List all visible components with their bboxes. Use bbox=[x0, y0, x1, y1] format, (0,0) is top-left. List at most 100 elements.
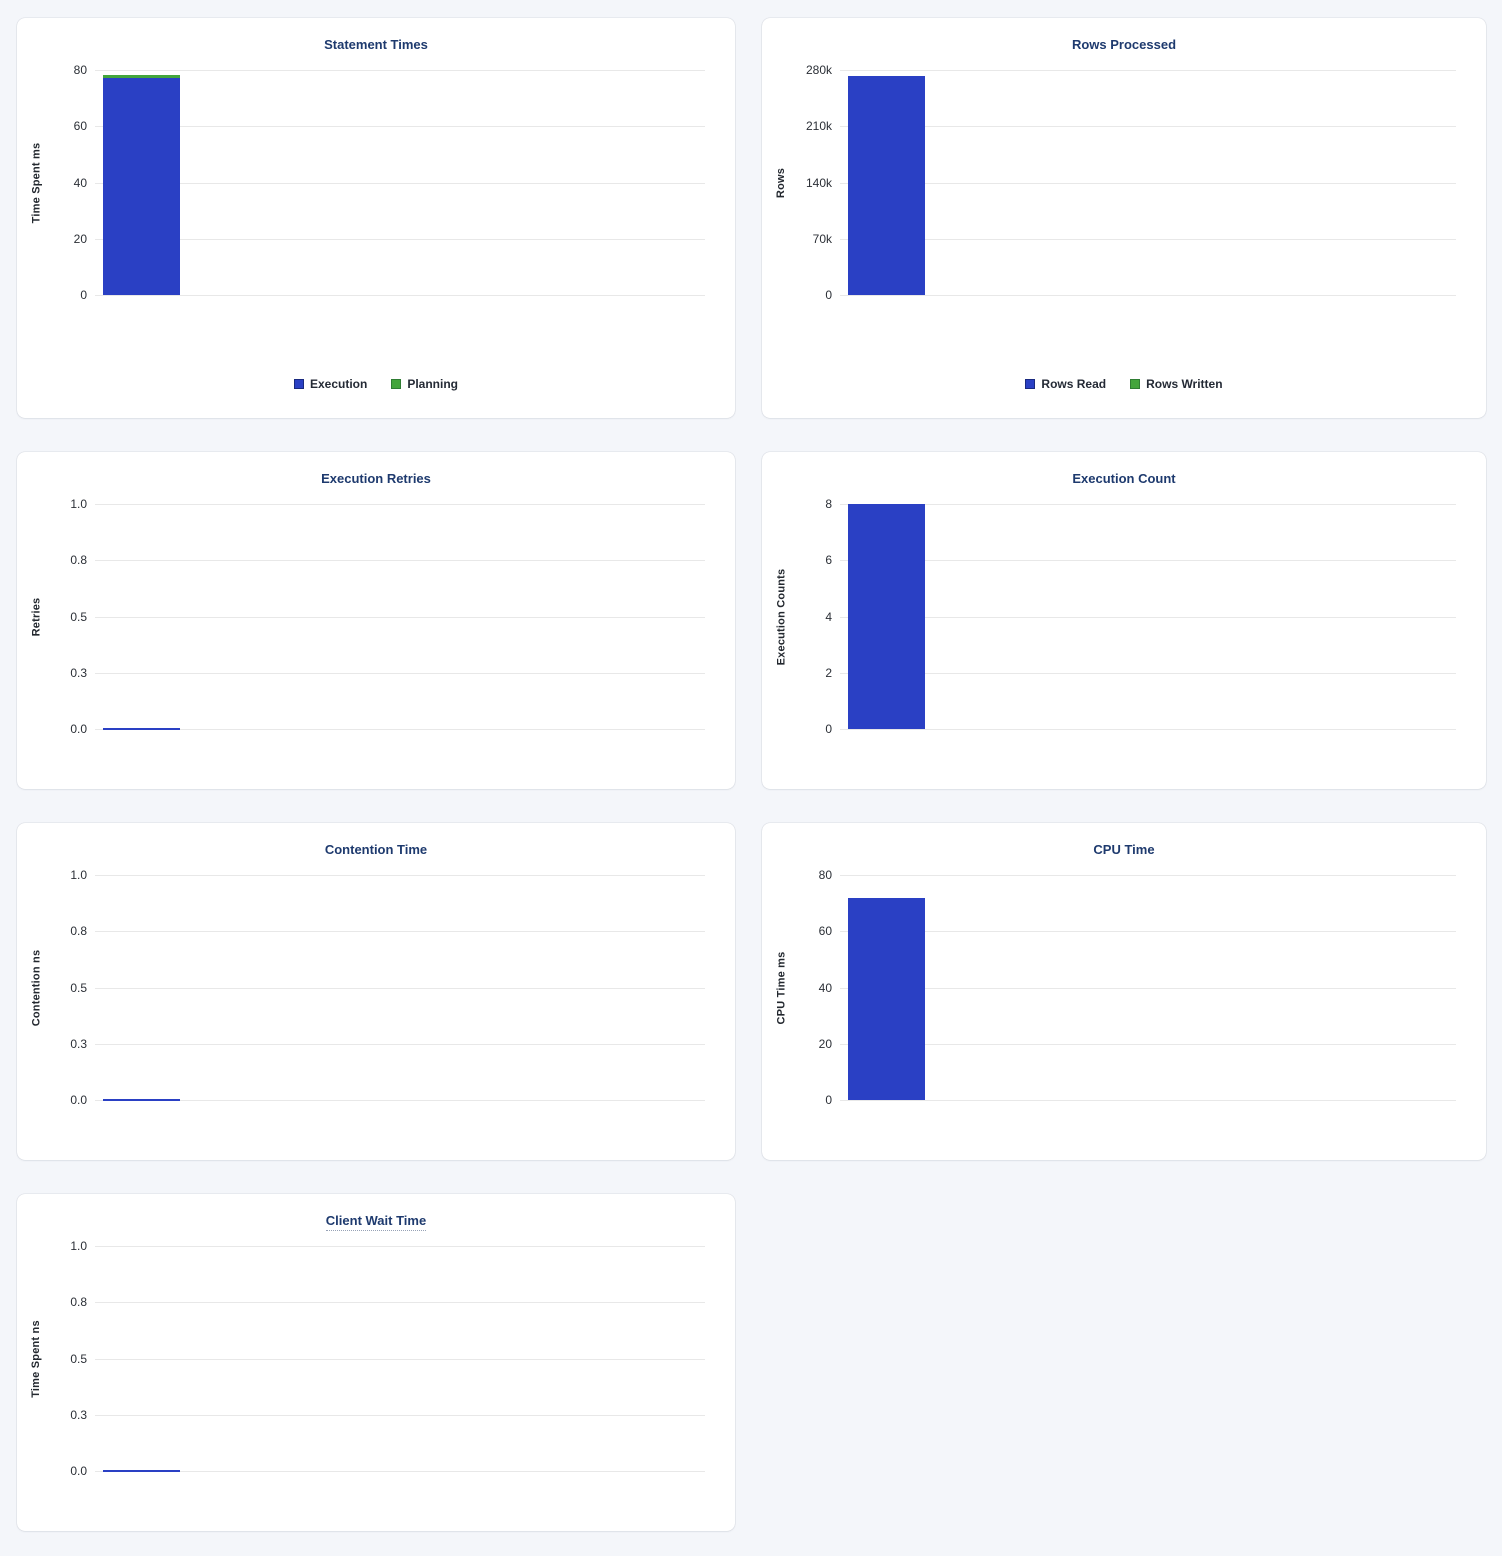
y-tick-label: 80 bbox=[73, 63, 87, 77]
y-tick-label: 4 bbox=[825, 609, 832, 624]
legend-item-planning[interactable]: Planning bbox=[391, 377, 458, 391]
gridline bbox=[840, 560, 1456, 562]
y-tick-label: 0.8 bbox=[70, 553, 87, 568]
gridline bbox=[840, 987, 1456, 989]
chart-title: Client Wait Time bbox=[17, 1213, 735, 1231]
y-tick-label: 1.0 bbox=[70, 868, 87, 882]
y-tick-label: 20 bbox=[818, 1036, 832, 1051]
gridline bbox=[95, 1414, 705, 1416]
legend-label-planning: Planning bbox=[407, 377, 459, 391]
gridline bbox=[95, 560, 705, 562]
gridline bbox=[840, 126, 1456, 128]
y-tick-label: 0 bbox=[825, 1093, 832, 1107]
gridline bbox=[95, 1043, 705, 1045]
plot-area: 0.0 0.3 0.5 0.8 1.0 bbox=[70, 868, 705, 1107]
y-tick-label: 2 bbox=[825, 665, 832, 680]
chart-legend: Execution Planning bbox=[17, 377, 735, 391]
gridline bbox=[95, 875, 705, 876]
gridline bbox=[95, 1100, 705, 1101]
y-axis-label-text: Execution Counts bbox=[775, 568, 787, 665]
chart-title: Contention Time bbox=[17, 842, 735, 858]
gridline bbox=[840, 1100, 1456, 1101]
bar-planning bbox=[103, 75, 180, 79]
gridline bbox=[840, 238, 1456, 240]
gridline bbox=[95, 1302, 705, 1304]
gridline bbox=[95, 931, 705, 933]
gridline bbox=[95, 672, 705, 674]
plot-area: 0 20 40 60 80 bbox=[819, 868, 1456, 1107]
gridline bbox=[95, 1471, 705, 1472]
y-tick-label: 60 bbox=[818, 924, 832, 939]
gridline bbox=[95, 182, 705, 184]
gridline bbox=[95, 1246, 705, 1247]
chart-title: Execution Count bbox=[762, 471, 1486, 487]
chart-title-text: Contention Time bbox=[324, 842, 428, 857]
bar-client-wait-zero bbox=[103, 1470, 180, 1472]
y-tick-label: 0 bbox=[825, 288, 832, 302]
bar-group bbox=[848, 875, 925, 1100]
legend-swatch-rows-written bbox=[1130, 379, 1141, 389]
y-tick-label: 0.5 bbox=[70, 1351, 87, 1366]
y-tick-label: 0.5 bbox=[70, 609, 87, 624]
plot-area: 0 70k 140k 210k 280k bbox=[806, 63, 1456, 302]
y-tick-label: 280k bbox=[805, 63, 832, 77]
chart-title-text: Execution Count bbox=[1072, 471, 1176, 486]
bar-group bbox=[103, 70, 180, 295]
y-tick-label: 6 bbox=[825, 553, 832, 568]
gridline bbox=[95, 295, 705, 296]
y-tick-label: 0.0 bbox=[70, 1093, 87, 1107]
y-tick-label: 0.3 bbox=[70, 665, 87, 680]
y-axis-label: Execution Counts bbox=[770, 504, 792, 729]
chart-title: CPU Time bbox=[762, 842, 1486, 858]
chart-legend: Rows Read Rows Written bbox=[762, 377, 1486, 391]
y-tick-label: 70k bbox=[812, 231, 832, 246]
y-axis-label: CPU Time ms bbox=[770, 875, 792, 1100]
y-tick-label: 0.0 bbox=[70, 1464, 87, 1478]
y-tick-label: 0.3 bbox=[70, 1036, 87, 1051]
legend-item-rows-read[interactable]: Rows Read bbox=[1025, 377, 1106, 391]
bar-group bbox=[848, 70, 925, 295]
y-tick-label: 0.8 bbox=[70, 1295, 87, 1310]
y-tick-label: 40 bbox=[73, 175, 87, 190]
gridline bbox=[95, 504, 705, 505]
y-axis-label-text: Rows bbox=[775, 167, 788, 198]
chart-title-text: Rows Processed bbox=[1071, 37, 1177, 52]
plot-area: 0.0 0.3 0.5 0.8 1.0 bbox=[70, 1239, 705, 1478]
y-axis-label-text: Time Spent ms bbox=[30, 142, 42, 223]
gridline bbox=[840, 182, 1456, 184]
gridline bbox=[95, 70, 705, 71]
y-tick-label: 20 bbox=[73, 231, 87, 246]
chart-card-cpu-time: CPU Time CPU Time ms 0 20 40 60 80 bbox=[762, 823, 1486, 1160]
bar-group bbox=[848, 504, 925, 729]
y-tick-label: 140k bbox=[805, 175, 832, 190]
y-tick-label: 40 bbox=[818, 980, 832, 995]
legend-item-execution[interactable]: Execution bbox=[293, 377, 367, 391]
y-tick-label: 1.0 bbox=[70, 497, 87, 511]
chart-title: Rows Processed bbox=[762, 37, 1486, 53]
y-axis-label: Retries bbox=[25, 504, 47, 729]
legend-swatch-rows-read bbox=[1025, 379, 1036, 389]
gridline bbox=[95, 1358, 705, 1360]
plot-area: 0.0 0.3 0.5 0.8 1.0 bbox=[70, 497, 705, 736]
y-axis-label: Time Spent ns bbox=[25, 1246, 47, 1471]
gridline bbox=[840, 1043, 1456, 1045]
y-tick-label: 0 bbox=[80, 288, 87, 302]
y-axis-label-text: Contention ns bbox=[30, 949, 43, 1026]
chart-title-text: Client Wait Time bbox=[325, 1213, 427, 1231]
plot-area: 0 20 40 60 80 bbox=[74, 63, 705, 302]
y-tick-label: 60 bbox=[73, 119, 87, 134]
y-axis-label-text: Retries bbox=[30, 597, 43, 636]
chart-title-text: CPU Time bbox=[1093, 842, 1155, 857]
legend-swatch-execution bbox=[293, 379, 304, 389]
gridline bbox=[840, 672, 1456, 674]
bar-execution bbox=[103, 78, 180, 295]
legend-item-rows-written[interactable]: Rows Written bbox=[1130, 377, 1223, 391]
gridline bbox=[840, 70, 1456, 71]
gridline bbox=[95, 238, 705, 240]
bar-execution-count bbox=[848, 504, 925, 729]
chart-card-client-wait-time: Client Wait Time Time Spent ns 0.0 0.3 0.5… bbox=[17, 1194, 735, 1531]
y-axis-label: Rows bbox=[770, 70, 792, 295]
y-tick-label: 8 bbox=[825, 497, 832, 511]
y-tick-label: 0 bbox=[825, 722, 832, 736]
y-tick-label: 0.0 bbox=[70, 722, 87, 736]
